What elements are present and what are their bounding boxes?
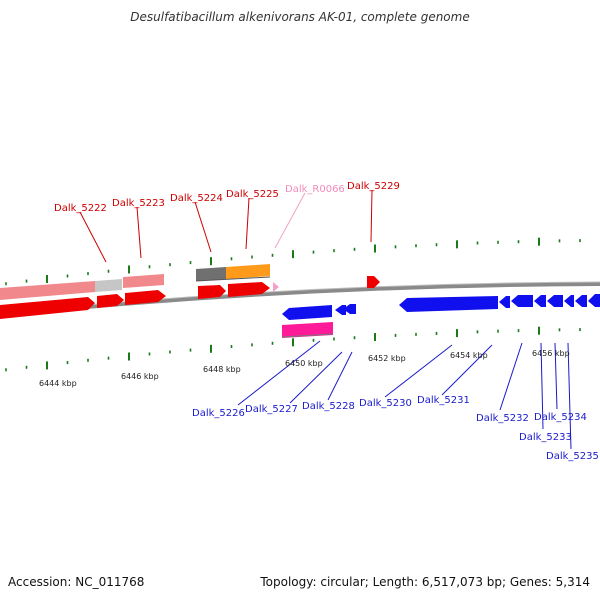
gene-arrow[interactable] (228, 282, 270, 297)
scale-label: 6450 kbp (285, 359, 323, 368)
top-callout-lines (79, 189, 373, 263)
gene-label-dalk-5232[interactable]: Dalk_5232 (476, 413, 529, 424)
gene-arrow[interactable] (0, 297, 95, 319)
gene-label-dalk-5226[interactable]: Dalk_5226 (192, 408, 245, 419)
inner-tick-ring (5, 326, 581, 372)
gene-arrow[interactable] (198, 285, 226, 299)
feature-dalk-5226-magenta[interactable] (282, 322, 333, 338)
map-title: Desulfatibacillum alkenivorans AK-01, co… (130, 10, 470, 24)
gene-arrow[interactable] (343, 304, 356, 314)
feature-dalk-5225-orange[interactable] (226, 264, 270, 279)
gene-label-dalk-5235[interactable]: Dalk_5235 (546, 451, 599, 462)
scale-labels: 6444 kbp 6446 kbp 6448 kbp 6450 kbp 6452… (39, 349, 570, 388)
gene-arrow[interactable] (564, 295, 574, 307)
feature-dalk-5222-light[interactable] (0, 281, 95, 300)
gene-label-dalk-5234[interactable]: Dalk_5234 (534, 412, 587, 423)
forward-feature-row-lower (0, 276, 380, 319)
gene-label-dalk-r0066[interactable]: Dalk_R0066 (285, 184, 345, 195)
gene-arrow[interactable] (335, 305, 346, 315)
outer-tick-ring (5, 237, 581, 286)
gene-arrow[interactable] (399, 296, 498, 312)
bottom-callout-lines (237, 340, 572, 450)
rna-arrow[interactable] (273, 282, 279, 292)
scale-label: 6454 kbp (450, 351, 488, 360)
gene-arrow[interactable] (534, 295, 546, 307)
gene-label-dalk-5230[interactable]: Dalk_5230 (359, 398, 412, 409)
gene-label-dalk-5229[interactable]: Dalk_5229 (347, 181, 400, 192)
gene-arrow[interactable] (575, 295, 587, 307)
scale-label: 6456 kbp (532, 349, 570, 358)
gene-label-dalk-5222[interactable]: Dalk_5222 (54, 203, 107, 214)
forward-feature-row-upper (0, 264, 271, 300)
bottom-gene-labels: Dalk_5226 Dalk_5227 Dalk_5228 Dalk_5230 … (192, 395, 599, 462)
top-gene-labels: Dalk_5222 Dalk_5223 Dalk_5224 Dalk_5225 … (54, 181, 400, 214)
gene-arrow[interactable] (547, 295, 563, 307)
gene-label-dalk-5228[interactable]: Dalk_5228 (302, 401, 355, 412)
feature-dalk-5223-light[interactable] (123, 274, 164, 288)
gene-label-dalk-5231[interactable]: Dalk_5231 (417, 395, 470, 406)
gene-label-dalk-5233[interactable]: Dalk_5233 (519, 432, 572, 443)
scale-label: 6452 kbp (368, 354, 406, 363)
gene-arrow[interactable] (588, 294, 600, 307)
scale-label: 6448 kbp (203, 365, 241, 374)
gene-arrow[interactable] (282, 305, 332, 320)
reverse-feature-row (281, 294, 600, 338)
gene-label-dalk-5223[interactable]: Dalk_5223 (112, 198, 165, 209)
feature-dalk-5222-gray[interactable] (95, 279, 122, 292)
gene-arrow[interactable] (97, 294, 124, 308)
feature-dalk-5224-dark[interactable] (196, 267, 226, 281)
gene-arrow[interactable] (125, 290, 166, 305)
gene-label-dalk-5225[interactable]: Dalk_5225 (226, 189, 279, 200)
gene-label-dalk-5224[interactable]: Dalk_5224 (170, 193, 223, 204)
gene-arrow[interactable] (511, 295, 533, 307)
gene-label-dalk-5227[interactable]: Dalk_5227 (245, 404, 298, 415)
genome-summary-text: Topology: circular; Length: 6,517,073 bp… (260, 575, 590, 589)
gene-arrow[interactable] (367, 276, 380, 288)
accession-text: Accession: NC_011768 (8, 575, 145, 589)
gene-arrow[interactable] (499, 296, 510, 308)
scale-label: 6446 kbp (121, 372, 159, 381)
scale-label: 6444 kbp (39, 379, 77, 388)
